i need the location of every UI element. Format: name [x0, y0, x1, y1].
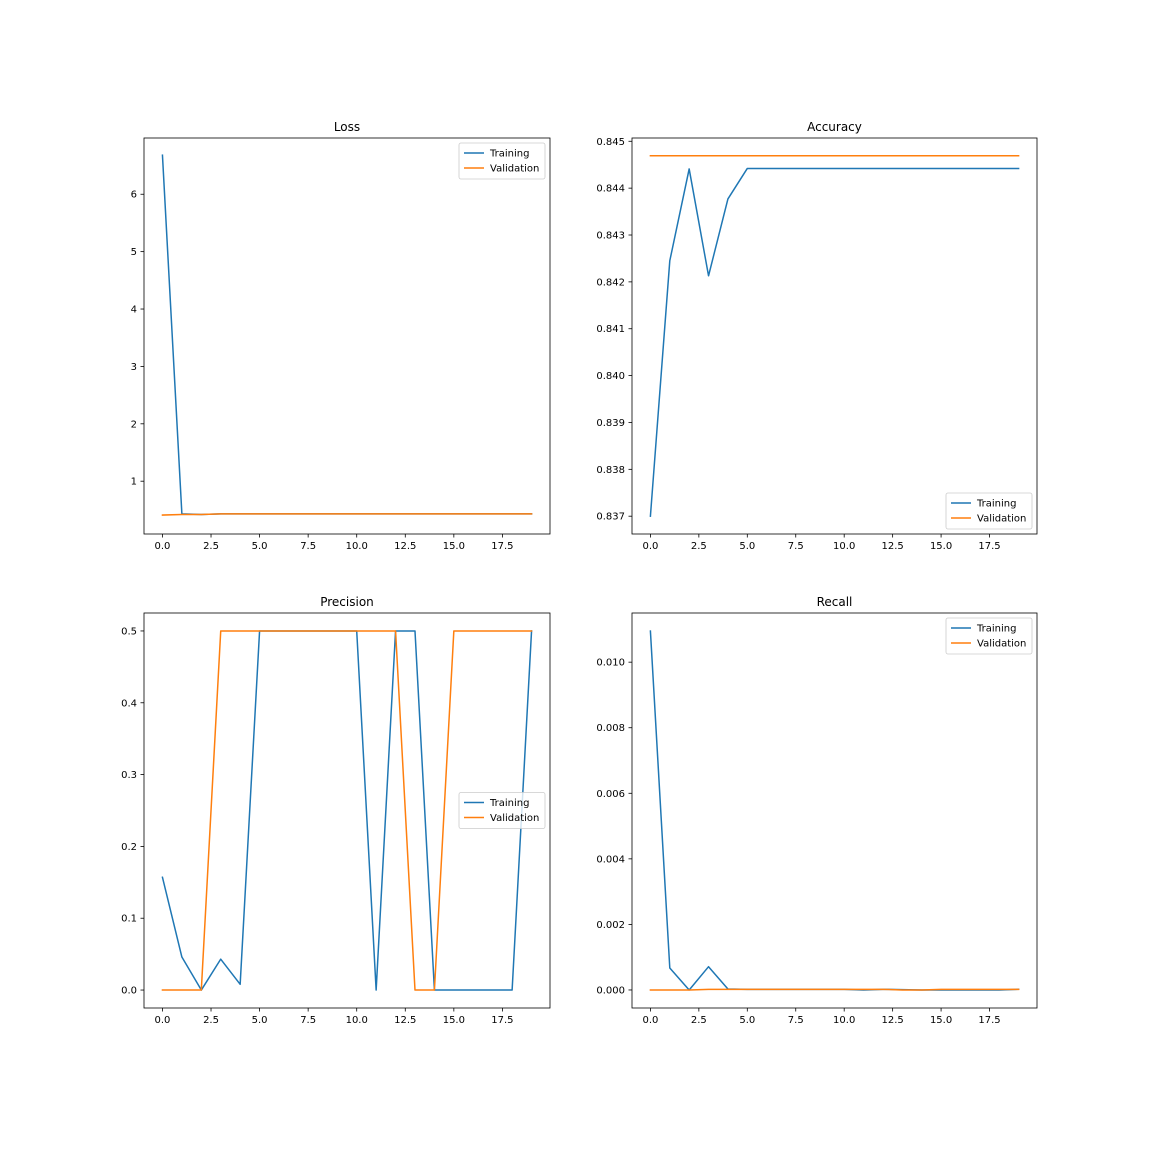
chart-title: Loss	[334, 120, 360, 134]
x-tick-label: 2.5	[203, 541, 219, 552]
y-tick-label: 0.008	[596, 723, 625, 734]
x-tick-label: 12.5	[882, 541, 904, 552]
y-tick-label: 5	[131, 247, 137, 258]
y-tick-label: 0.004	[596, 854, 625, 865]
x-tick-label: 15.0	[930, 1015, 952, 1026]
y-tick-label: 0.1	[121, 914, 137, 925]
x-tick-label: 12.5	[394, 541, 416, 552]
y-tick-label: 0.0	[121, 986, 137, 997]
y-tick-label: 0.842	[596, 277, 625, 288]
x-tick-label: 10.0	[346, 541, 368, 552]
y-tick-label: 0.006	[596, 789, 625, 800]
chart-title: Recall	[817, 595, 853, 609]
x-tick-label: 2.5	[203, 1015, 219, 1026]
legend-box	[945, 617, 1033, 655]
y-tick-label: 0.5	[121, 626, 137, 637]
y-tick-label: 6	[131, 190, 137, 201]
y-tick-label: 0.839	[596, 418, 625, 429]
axes-frame	[143, 612, 551, 1009]
legend-box	[458, 142, 546, 180]
legend-box	[458, 792, 546, 829]
axes-frame	[631, 612, 1038, 1009]
x-tick-label: 2.5	[691, 541, 707, 552]
legend-label-validation: Validation	[977, 639, 1026, 650]
y-tick-label: 0.843	[596, 231, 625, 242]
x-tick-label: 10.0	[346, 1015, 368, 1026]
legend: Training Validation	[458, 792, 546, 829]
x-tick-label: 17.5	[978, 1015, 1000, 1026]
legend: Training Validation	[458, 142, 546, 180]
y-tick-label: 1	[131, 477, 137, 488]
legend-label-validation: Validation	[977, 514, 1026, 525]
axes-frame	[143, 137, 551, 535]
x-tick-label: 5.0	[252, 541, 268, 552]
y-tick-label: 0.010	[596, 658, 625, 669]
chart-title: Precision	[320, 595, 374, 609]
x-tick-label: 10.0	[833, 1015, 855, 1026]
x-tick-label: 12.5	[394, 1015, 416, 1026]
subplot-recall: Recall 0.0 2.5 5.0 7.5 10.0 12.5 15.0 17.5 0.000…	[596, 595, 1038, 1026]
y-tick-label: 0.002	[596, 920, 625, 931]
y-tick-label: 0.844	[596, 184, 625, 195]
legend: Training Validation	[945, 617, 1033, 655]
x-tick-label: 10.0	[833, 541, 855, 552]
axes-frame	[631, 137, 1038, 535]
y-tick-label: 0.837	[596, 512, 625, 523]
y-tick-label: 0.3	[121, 770, 137, 781]
series-line-training	[649, 167, 1020, 517]
x-tick-label: 0.0	[642, 1015, 658, 1026]
series-line-validation	[161, 630, 533, 991]
x-tick-label: 7.5	[788, 541, 804, 552]
x-tick-label: 5.0	[252, 1015, 268, 1026]
x-tick-label: 2.5	[691, 1015, 707, 1026]
legend: Training Validation	[945, 492, 1033, 530]
series-line-validation	[649, 988, 1020, 991]
y-tick-label: 0.4	[121, 698, 137, 709]
subplot-accuracy: Accuracy 0.0 2.5 5.0 7.5 10.0 12.5 15.0 17.5 0.8…	[596, 120, 1038, 552]
x-tick-label: 5.0	[739, 541, 755, 552]
subplot-precision: Precision 0.0 2.5 5.0 7.5 10.0 12.5 15.0 17.5 0.…	[121, 595, 551, 1026]
x-tick-label: 7.5	[300, 1015, 316, 1026]
x-tick-label: 0.0	[155, 541, 171, 552]
y-tick-label: 0.838	[596, 465, 625, 476]
y-tick-label: 0.841	[596, 324, 625, 335]
x-tick-label: 15.0	[930, 541, 952, 552]
y-tick-label: 0.000	[596, 985, 625, 996]
x-tick-label: 5.0	[739, 1015, 755, 1026]
legend-label-training: Training	[976, 624, 1016, 635]
legend-label-validation: Validation	[490, 164, 539, 175]
x-tick-label: 15.0	[443, 1015, 465, 1026]
legend-label-training: Training	[489, 149, 529, 160]
legend-label-training: Training	[489, 798, 529, 809]
x-tick-label: 17.5	[491, 1015, 513, 1026]
x-tick-label: 12.5	[882, 1015, 904, 1026]
chart-title: Accuracy	[807, 120, 862, 134]
x-tick-label: 17.5	[491, 541, 513, 552]
y-tick-label: 2	[131, 419, 137, 430]
legend-label-validation: Validation	[490, 813, 539, 824]
x-tick-label: 7.5	[300, 541, 316, 552]
y-tick-label: 0.2	[121, 842, 137, 853]
legend-label-training: Training	[976, 499, 1016, 510]
y-tick-label: 4	[131, 305, 137, 316]
x-tick-label: 0.0	[642, 541, 658, 552]
y-tick-label: 0.840	[596, 371, 625, 382]
x-tick-label: 17.5	[978, 541, 1000, 552]
x-tick-label: 0.0	[155, 1015, 171, 1026]
subplot-loss: Loss 0.0 2.5 5.0 7.5 10.0 12.5 15.0 17.5 1 2 3 4 5 6 T…	[131, 120, 551, 552]
y-tick-label: 0.845	[596, 137, 625, 148]
x-tick-label: 15.0	[443, 541, 465, 552]
series-line-validation	[161, 513, 533, 516]
x-tick-label: 7.5	[788, 1015, 804, 1026]
legend-box	[945, 492, 1033, 530]
y-tick-label: 3	[131, 362, 137, 373]
